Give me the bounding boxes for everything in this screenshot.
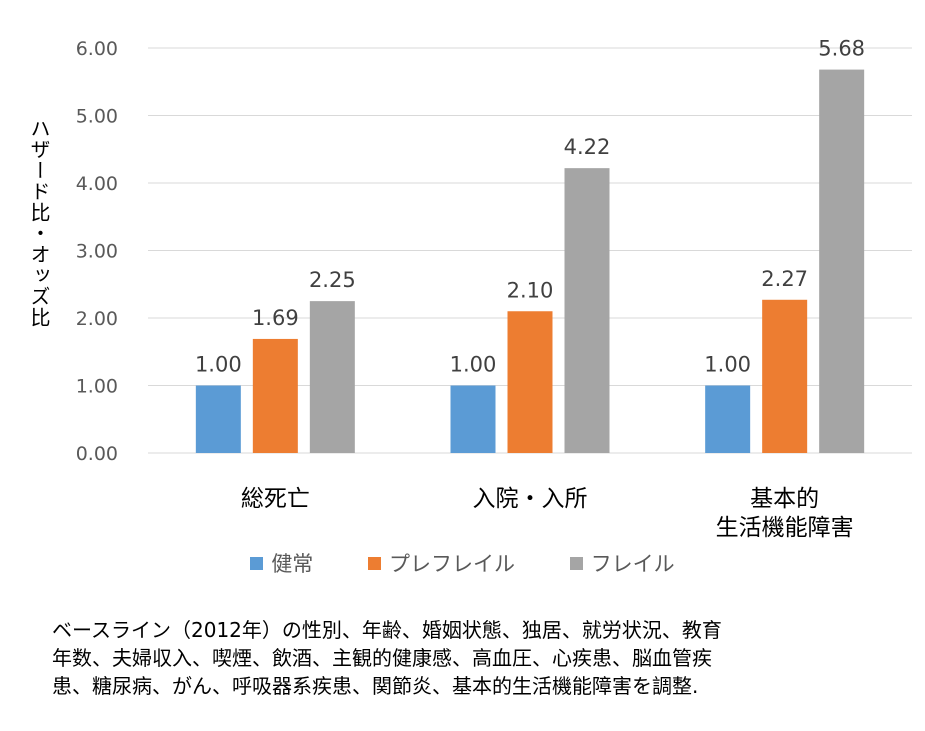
y-tick-label: 3.00: [76, 241, 118, 263]
bar: [195, 385, 241, 453]
legend-item-frail: フレイル: [569, 548, 675, 578]
bar: [450, 385, 496, 453]
data-label: 1.69: [252, 306, 299, 330]
data-label: 1.00: [704, 353, 751, 377]
y-axis-label: ハザード比・オッズ比: [27, 118, 51, 328]
x-category-label: 総死亡: [241, 486, 310, 512]
bar: [507, 311, 553, 453]
y-tick-label: 4.00: [76, 173, 118, 195]
adjustment-footnote: ベースライン（2012年）の性別、年齢、婚姻状態、独居、就労状況、教育 年数、夫…: [52, 618, 722, 698]
legend-swatch-frail: [569, 556, 583, 570]
bar: [762, 299, 808, 453]
legend-swatch-healthy: [250, 556, 264, 570]
data-label: 1.00: [450, 353, 497, 377]
bar-chart: 0.00 1.00 2.00 3.00 4.00 5.00 6.00 1.00 1.69 2.2…: [76, 37, 912, 540]
y-tick-label: 5.00: [76, 106, 118, 128]
data-label: 2.27: [761, 267, 808, 291]
legend-item-prefrail: プレフレイル: [368, 548, 515, 578]
bars: [195, 69, 865, 453]
bar: [819, 69, 865, 453]
bar: [564, 168, 610, 453]
bar: [705, 385, 751, 453]
y-axis-tick-labels: 0.00 1.00 2.00 3.00 4.00 5.00 6.00: [76, 38, 118, 465]
x-category-label: 基本的: [750, 486, 819, 512]
data-label: 2.25: [309, 268, 356, 292]
legend-swatch-prefrail: [368, 556, 381, 570]
data-label: 2.10: [507, 278, 554, 302]
data-label: 5.68: [818, 37, 865, 61]
legend: 健常 プレフレイル フレイル: [0, 548, 925, 578]
y-tick-label: 1.00: [76, 376, 118, 398]
x-category-label: 入院・入所: [473, 486, 588, 512]
data-label: 4.22: [564, 135, 611, 159]
y-tick-label: 0.00: [76, 443, 118, 465]
y-tick-label: 2.00: [76, 308, 118, 330]
legend-label-frail: フレイル: [590, 552, 675, 576]
data-label: 1.00: [195, 353, 242, 377]
x-category-label: 生活機能障害: [716, 515, 854, 540]
bar: [252, 338, 298, 453]
data-labels: 1.00 1.69 2.25 1.00 2.10 4.22 1.00 2.27 5.68: [195, 37, 865, 377]
legend-label-healthy: 健常: [271, 552, 314, 576]
legend-label-prefrail: プレフレイル: [389, 552, 515, 576]
legend-item-healthy: 健常: [250, 548, 313, 578]
y-tick-label: 6.00: [76, 38, 118, 60]
x-axis-category-labels: 総死亡 入院・入所 基本的生活機能障害: [241, 486, 854, 540]
bar: [309, 301, 355, 453]
